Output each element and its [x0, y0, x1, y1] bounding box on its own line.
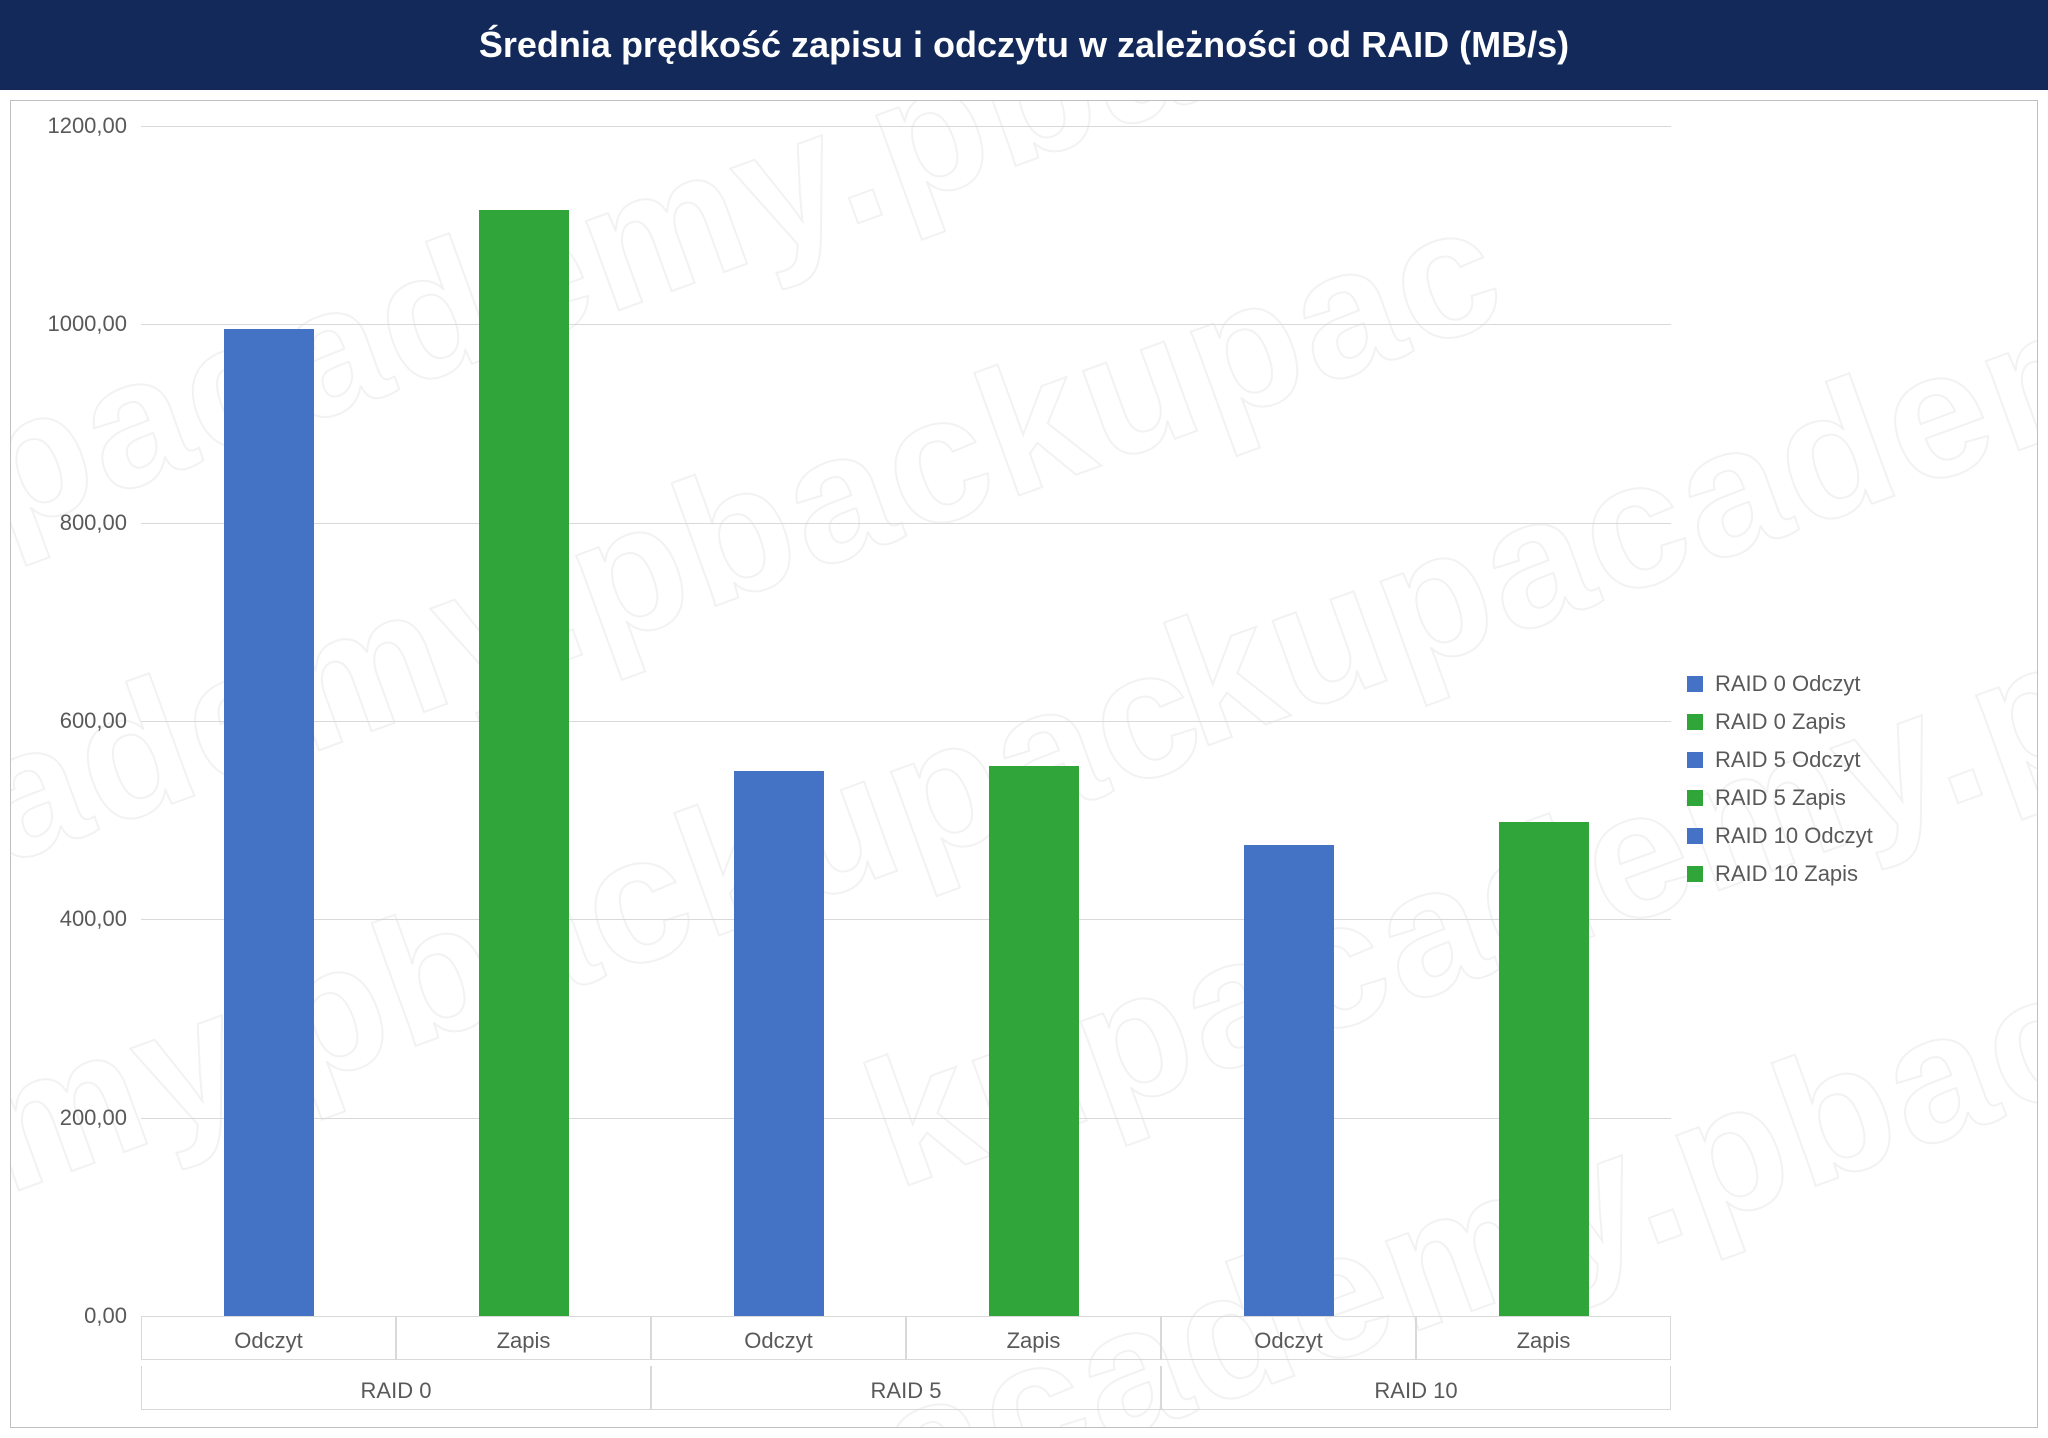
- chart-bar: [734, 771, 824, 1316]
- legend-label: RAID 0 Zapis: [1715, 709, 1846, 735]
- x-sub-label: Zapis: [497, 1328, 551, 1354]
- x-sub-label: Odczyt: [1254, 1328, 1322, 1354]
- chart-bar: [479, 210, 569, 1316]
- y-tick-label: 800,00: [17, 510, 127, 536]
- y-tick-label: 400,00: [17, 906, 127, 932]
- y-tick-label: 600,00: [17, 708, 127, 734]
- y-tick-label: 200,00: [17, 1105, 127, 1131]
- legend-swatch: [1687, 752, 1703, 768]
- gridline: [141, 523, 1671, 524]
- legend-label: RAID 10 Odczyt: [1715, 823, 1873, 849]
- chart-bar: [1244, 845, 1334, 1316]
- chart-container: kupacademy.pbackupac kupacademy.pbackupa…: [10, 100, 2038, 1428]
- y-tick-label: 1000,00: [17, 311, 127, 337]
- legend-swatch: [1687, 714, 1703, 730]
- legend-item: RAID 10 Zapis: [1687, 861, 2007, 887]
- legend-item: RAID 5 Odczyt: [1687, 747, 2007, 773]
- gridline: [141, 721, 1671, 722]
- legend-label: RAID 5 Zapis: [1715, 785, 1846, 811]
- legend-label: RAID 0 Odczyt: [1715, 671, 1860, 697]
- gridline: [141, 1118, 1671, 1119]
- legend-swatch: [1687, 866, 1703, 882]
- legend-swatch: [1687, 828, 1703, 844]
- legend-label: RAID 10 Zapis: [1715, 861, 1858, 887]
- chart-title: Średnia prędkość zapisu i odczytu w zale…: [479, 24, 1569, 66]
- gridline: [141, 324, 1671, 325]
- plot-area: [141, 126, 1671, 1316]
- legend-swatch: [1687, 790, 1703, 806]
- chart-bar: [1499, 822, 1589, 1316]
- chart-header: Średnia prędkość zapisu i odczytu w zale…: [0, 0, 2048, 90]
- y-tick-label: 0,00: [17, 1303, 127, 1329]
- y-tick-label: 1200,00: [17, 113, 127, 139]
- gridline: [141, 126, 1671, 127]
- x-sub-label: Odczyt: [234, 1328, 302, 1354]
- chart-legend: RAID 0 Odczyt RAID 0 Zapis RAID 5 Odczyt RA…: [1687, 671, 2007, 899]
- legend-item: RAID 5 Zapis: [1687, 785, 2007, 811]
- legend-item: RAID 0 Zapis: [1687, 709, 2007, 735]
- legend-item: RAID 0 Odczyt: [1687, 671, 2007, 697]
- x-group-label: RAID 0: [361, 1378, 432, 1404]
- x-sub-label: Zapis: [1007, 1328, 1061, 1354]
- gridline: [141, 919, 1671, 920]
- legend-swatch: [1687, 676, 1703, 692]
- legend-item: RAID 10 Odczyt: [1687, 823, 2007, 849]
- chart-bar: [224, 329, 314, 1316]
- x-group-label: RAID 10: [1374, 1378, 1457, 1404]
- x-sub-label: Zapis: [1517, 1328, 1571, 1354]
- x-sub-label: Odczyt: [744, 1328, 812, 1354]
- legend-label: RAID 5 Odczyt: [1715, 747, 1860, 773]
- x-group-label: RAID 5: [871, 1378, 942, 1404]
- chart-bar: [989, 766, 1079, 1316]
